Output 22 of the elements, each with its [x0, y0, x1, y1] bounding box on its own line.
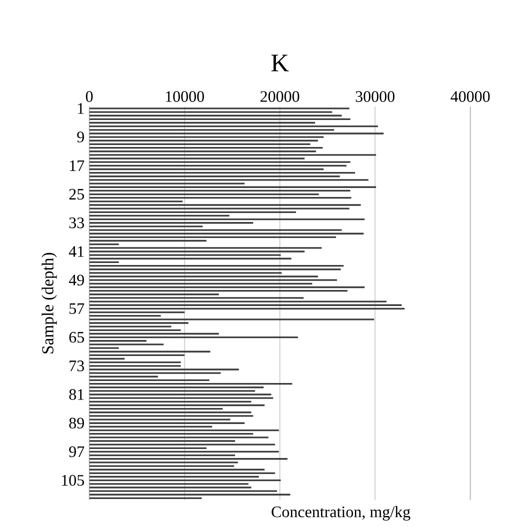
y-tick-label: 65: [69, 332, 84, 343]
y-tick-label: 41: [68, 246, 84, 257]
x-tick-label: 40000: [450, 91, 490, 102]
y-tick-label: 57: [70, 303, 84, 314]
y-tick-label: 105: [62, 474, 84, 486]
y-tick-label: 81: [69, 389, 84, 400]
x-tick-label: 0: [86, 91, 93, 102]
y-tick-label: 49: [68, 274, 84, 286]
x-tick-label: 10000: [166, 91, 204, 102]
y-axis-title: Sample (depth): [42, 252, 57, 354]
y-tick-label: 89: [69, 418, 84, 429]
y-tick-label: 17: [70, 160, 84, 171]
y-tick-label: 33: [69, 217, 84, 228]
x-axis-title: Concentration, mg/kg: [272, 506, 410, 521]
y-tick-label: 97: [69, 446, 84, 458]
x-tick-label: 20000: [260, 91, 300, 102]
y-tick-label: 9: [77, 132, 84, 142]
y-tick-label: 1: [78, 103, 84, 114]
chart-title: K: [271, 54, 289, 72]
y-tick-label: 73: [70, 360, 84, 372]
x-tick-label: 30000: [356, 91, 394, 102]
y-tick-label: 25: [69, 188, 84, 200]
